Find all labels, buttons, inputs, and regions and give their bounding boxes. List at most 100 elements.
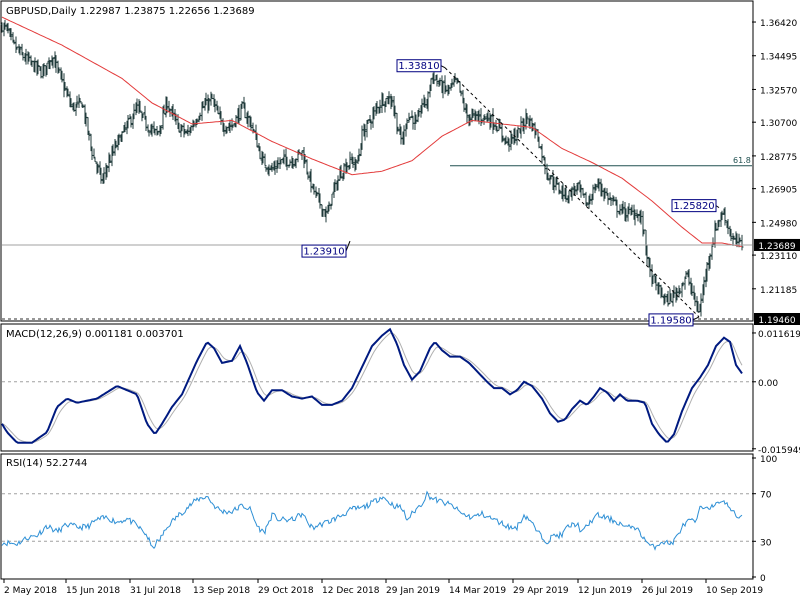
price-annotation: 1.23910 <box>301 240 351 258</box>
x-axis: 2 May 2018 15 Jun 2018 31 Jul 2018 13 Sep 2… <box>3 579 763 596</box>
price-y-tick-label: 1.36420 <box>760 19 797 29</box>
price-bar <box>261 151 265 164</box>
price-bar <box>249 116 253 131</box>
price-bar <box>462 97 466 112</box>
price-bar <box>264 166 268 172</box>
price-annotation-box <box>396 59 442 73</box>
price-bar <box>327 201 331 212</box>
price-bar <box>507 138 511 152</box>
price-bar <box>351 156 355 168</box>
price-bar <box>111 144 115 156</box>
price-bar <box>491 108 495 134</box>
price-bar <box>60 70 64 83</box>
current-price-tag: 1.23689 <box>754 238 800 252</box>
price-bar <box>459 90 463 97</box>
rsi-y-tick-label: 0 <box>760 574 766 584</box>
price-bar <box>63 81 67 91</box>
price-bar <box>603 187 607 199</box>
price-bar <box>12 39 16 45</box>
price-bar <box>138 100 142 113</box>
trend-line <box>444 67 700 318</box>
price-title: GBPUSD,Daily 1.22987 1.23875 1.22656 1.2… <box>6 6 255 17</box>
price-y-tick-label: 1.23110 <box>760 252 797 262</box>
rsi-y-tick-label: 70 <box>760 491 772 501</box>
price-moving-average <box>1 16 743 247</box>
price-bar <box>66 88 70 97</box>
support-price-tag-text: 1.19460 <box>758 316 795 326</box>
price-bar <box>500 124 504 143</box>
price-y-tick-label: 1.21185 <box>760 286 797 296</box>
price-bar <box>465 104 469 123</box>
price-annotation: 1.33810 <box>396 59 446 73</box>
macd-y-axis: 0.011619 0.00 -0.015949 <box>752 330 800 456</box>
price-annotation: 1.25820 <box>671 199 720 213</box>
x-axis-tick-label: 10 Sep 2019 <box>706 586 763 596</box>
price-bar <box>387 91 391 105</box>
price-annotation-text: 1.19580 <box>650 315 691 326</box>
price-bar <box>621 200 625 214</box>
price-bar <box>576 182 580 191</box>
price-bar <box>90 146 94 160</box>
price-bar <box>525 113 529 124</box>
price-bar <box>45 62 49 75</box>
price-bar <box>231 124 235 128</box>
support-price-tag: 1.19460 <box>754 313 800 326</box>
price-bar <box>156 130 160 135</box>
price-bar <box>636 213 640 222</box>
price-bar <box>141 113 145 119</box>
price-annotation-text: 1.33810 <box>398 61 439 72</box>
price-bar <box>399 126 403 145</box>
price-bar <box>624 208 628 222</box>
price-bar <box>519 116 523 139</box>
price-bar <box>471 108 475 118</box>
price-bar <box>81 104 85 108</box>
price-bar <box>36 59 40 75</box>
price-bar <box>729 228 733 241</box>
price-bar <box>429 78 433 91</box>
price-bar <box>201 100 205 109</box>
x-axis-tick-label: 13 Sep 2018 <box>193 586 250 596</box>
price-bar <box>570 186 574 201</box>
price-bar <box>687 269 691 286</box>
price-bar <box>147 131 151 137</box>
price-bar <box>435 74 439 87</box>
price-bar <box>558 189 562 194</box>
price-panel-frame <box>0 0 754 322</box>
price-bar <box>237 104 241 124</box>
macd-lines <box>1 327 743 444</box>
price-bar <box>696 301 700 313</box>
price-bar <box>633 209 637 226</box>
price-bar <box>78 97 82 103</box>
rsi-y-axis: 100 70 30 0 <box>752 455 777 584</box>
rsi-panel-frame <box>0 453 754 580</box>
price-bar <box>660 287 664 297</box>
price-bar <box>108 154 112 163</box>
price-bar <box>246 110 250 128</box>
macd-y-tick-label: 0.011619 <box>758 330 800 340</box>
price-bar <box>504 135 508 144</box>
x-axis-tick-label: 29 Oct 2018 <box>258 586 314 596</box>
price-bar <box>152 121 156 134</box>
price-bar <box>48 60 52 70</box>
price-bar <box>548 174 552 185</box>
rsi-line <box>1 490 743 551</box>
price-bar <box>18 46 22 56</box>
price-bar <box>597 178 601 192</box>
price-bar <box>144 115 148 132</box>
price-overlays: 61.81.338101.239101.258201.195801.236891… <box>2 59 800 327</box>
price-y-tick-label: 1.24980 <box>760 219 797 229</box>
price-bar <box>369 119 373 130</box>
price-bar <box>366 119 370 125</box>
price-bar <box>177 122 181 133</box>
price-bar <box>159 125 163 134</box>
price-bar <box>699 293 703 317</box>
price-bar <box>339 164 343 179</box>
price-annotation-leader <box>440 65 446 69</box>
price-bar <box>669 293 673 302</box>
price-annotation-box <box>301 244 347 258</box>
price-bar <box>216 105 220 115</box>
price-bar <box>474 111 478 121</box>
price-bar <box>677 285 681 298</box>
fib-label: 61.8 <box>733 156 751 165</box>
price-bar <box>213 98 217 113</box>
